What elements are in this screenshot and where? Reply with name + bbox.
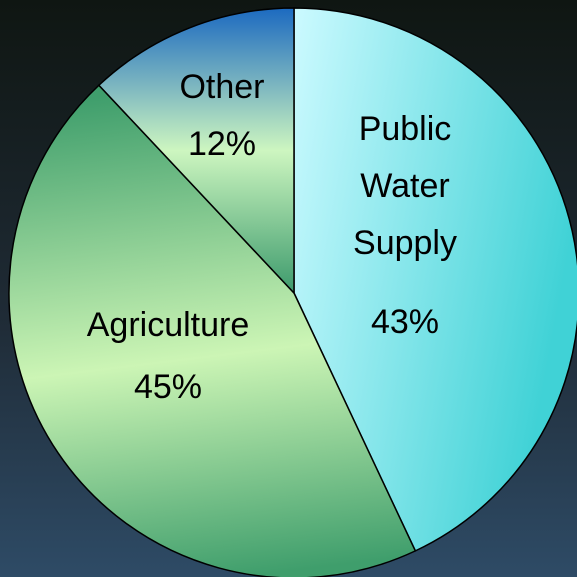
- pie-slices: [8, 7, 577, 577]
- slice-value-other: 12%: [188, 125, 256, 163]
- slice-label-agriculture: Agriculture: [87, 306, 250, 344]
- pie-slice-agriculture: [8, 84, 417, 577]
- pie-labels: Public Water Supply 43% Agriculture 45% Other 1…: [87, 68, 457, 406]
- slice-label-public-water-supply-line-3: Supply: [353, 224, 457, 262]
- slice-value-public-water-supply: 43%: [371, 303, 439, 341]
- pie-slice-public-water-supply: [293, 7, 577, 552]
- slice-label-other: Other: [179, 68, 264, 106]
- slice-label-public-water-supply-line-2: Water: [360, 167, 449, 205]
- pie-slice-other: [97, 7, 295, 295]
- slice-label-public-water-supply-line-1: Public: [359, 110, 452, 148]
- slice-value-agriculture: 45%: [134, 368, 202, 406]
